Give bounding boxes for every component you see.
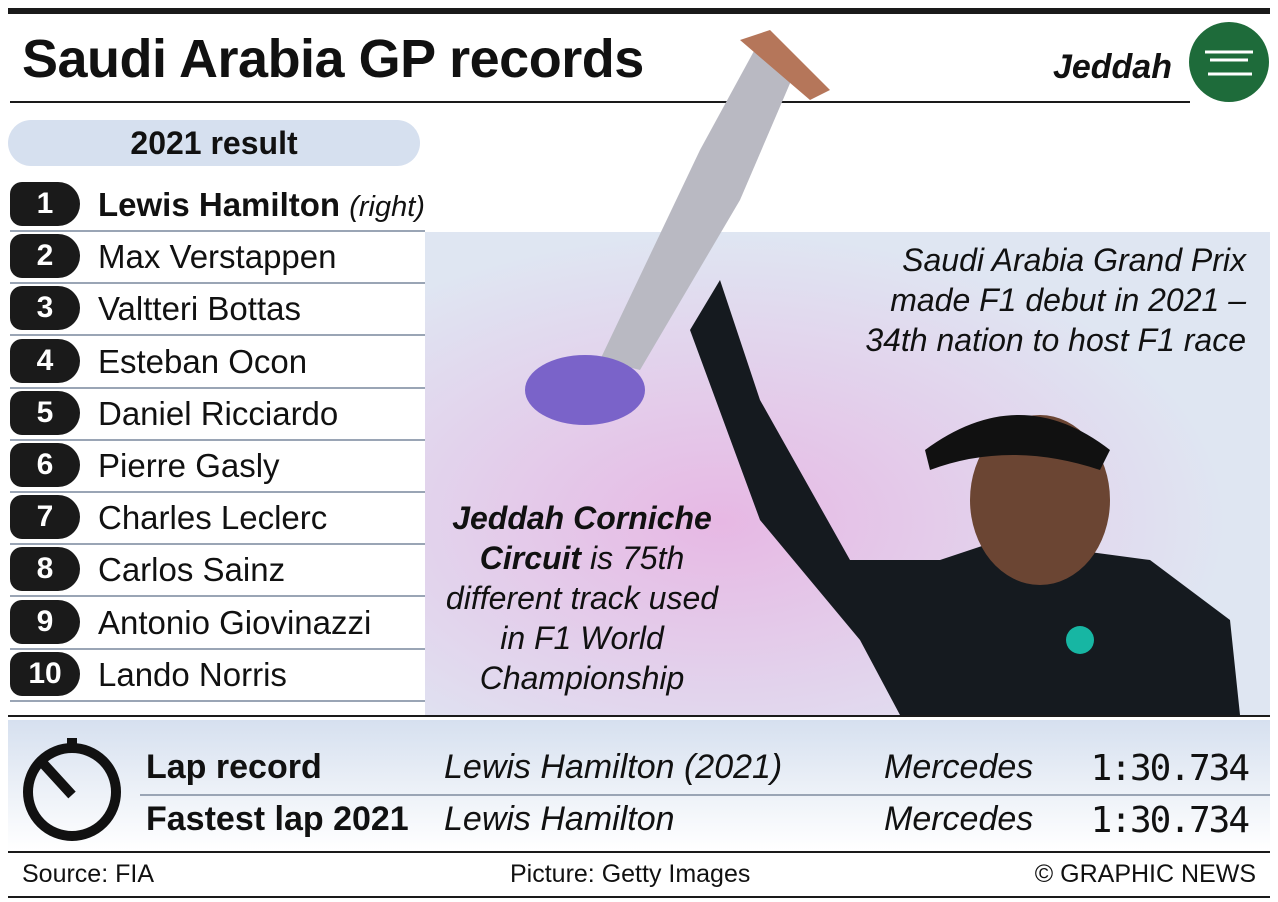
record-team: Mercedes <box>884 800 1034 838</box>
driver-name: Daniel Ricciardo <box>98 395 338 433</box>
driver: Antonio Giovinazzi <box>98 603 372 641</box>
driver: Max Verstappen <box>98 238 337 276</box>
driver-name: Esteban Ocon <box>98 343 307 381</box>
position-badge: 7 <box>10 495 80 540</box>
driver-name: Pierre Gasly <box>98 447 280 485</box>
position-badge: 5 <box>10 390 80 435</box>
driver-name: Lewis Hamilton (right) <box>98 186 425 224</box>
record-time: 1:30.734 <box>1090 800 1250 841</box>
result-row: 8 Carlos Sainz <box>10 545 425 598</box>
record-driver: Lewis Hamilton <box>444 800 675 838</box>
driver: Lando Norris <box>98 655 287 693</box>
driver: Charles Leclerc <box>98 499 328 537</box>
result-row: 6 Pierre Gasly <box>10 441 425 493</box>
record-label: Lap record <box>146 748 322 786</box>
result-row: 3 Valtteri Bottas <box>10 284 425 337</box>
driver: Carlos Sainz <box>98 551 286 589</box>
driver: Pierre Gasly <box>98 447 280 484</box>
stopwatch-icon <box>23 738 121 841</box>
result-row: 9 Antonio Giovinazzi <box>10 598 425 650</box>
result-row: 2 Max Verstappen <box>10 232 425 285</box>
result-row: 5 Daniel Ricciardo <box>10 389 425 441</box>
location: Jeddah <box>1052 48 1172 86</box>
circuit-note: Jeddah Corniche Circuit is 75th differen… <box>432 498 732 698</box>
record-label: Fastest lap 2021 <box>146 800 409 838</box>
position-badge: 6 <box>10 443 80 487</box>
driver: Esteban Ocon <box>98 342 308 380</box>
record-team: Mercedes <box>884 748 1034 786</box>
result-title: 2021 result <box>8 120 420 166</box>
driver-note: (right) <box>349 191 425 223</box>
position-badge: 9 <box>10 599 80 644</box>
source: Source: FIA <box>22 860 154 888</box>
driver-photo <box>690 280 1240 715</box>
driver-name: Lando Norris <box>98 656 287 694</box>
driver: Lewis Hamilton <box>98 186 341 223</box>
position-badge: 3 <box>10 286 80 331</box>
circuit-name: Jeddah Corniche Circuit <box>452 500 712 576</box>
position-badge: 2 <box>10 234 80 279</box>
position-badge: 10 <box>10 651 80 696</box>
trophy <box>525 30 830 425</box>
driver-name: Antonio Giovinazzi <box>98 604 371 642</box>
driver-name: Max Verstappen <box>98 238 336 276</box>
driver-name: Charles Leclerc <box>98 499 327 537</box>
driver: Valtteri Bottas <box>98 290 301 328</box>
position-badge: 4 <box>10 338 80 383</box>
flag <box>1189 22 1269 102</box>
position-badge: 8 <box>10 547 80 592</box>
driver-name: Valtteri Bottas <box>98 290 301 328</box>
circuit-text: is 75th different track used in F1 World… <box>445 540 719 696</box>
result-row: 1 Lewis Hamilton (right) <box>10 180 425 232</box>
position-badge: 1 <box>10 182 80 226</box>
picture-credit: Picture: Getty Images <box>510 860 751 888</box>
result-row: 10 Lando Norris <box>10 650 425 702</box>
result-row: 7 Charles Leclerc <box>10 493 425 546</box>
result-row: 4 Esteban Ocon <box>10 337 425 389</box>
driver-name: Carlos Sainz <box>98 551 285 589</box>
title: Saudi Arabia GP records <box>22 29 644 89</box>
record-time: 1:30.734 <box>1090 748 1250 789</box>
driver: Daniel Ricciardo <box>98 394 339 432</box>
credit: © GRAPHIC NEWS <box>1034 860 1256 888</box>
debut-note: Saudi Arabia Grand Prix made F1 debut in… <box>865 242 1246 358</box>
record-driver: Lewis Hamilton (2021) <box>444 748 783 786</box>
